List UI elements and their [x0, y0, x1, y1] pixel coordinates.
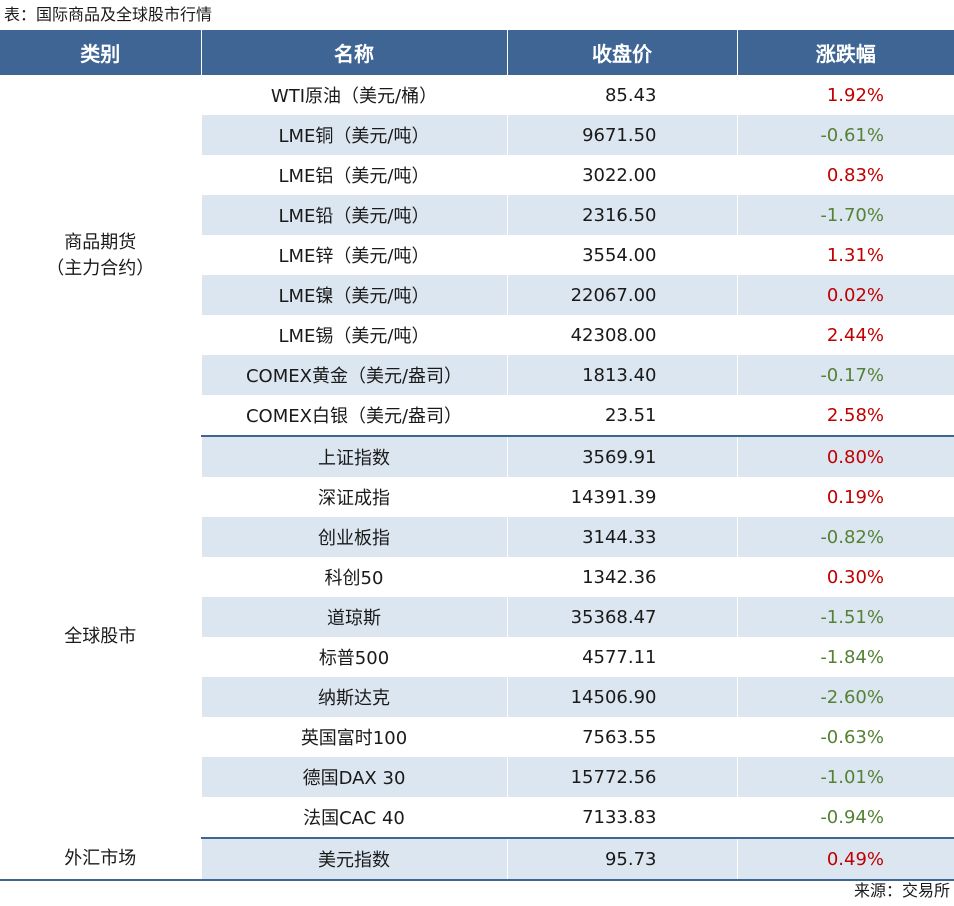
change-percent: -1.01%	[736, 757, 954, 797]
change-percent: -1.70%	[736, 195, 954, 235]
table-row: 外汇市场 美元指数 95.73 0.49%	[0, 838, 954, 881]
close-price: 23.51	[506, 395, 737, 437]
close-price: 42308.00	[506, 315, 737, 355]
table-row: LME镍（美元/吨） 22067.00 0.02%	[0, 275, 954, 315]
close-price: 2316.50	[506, 195, 737, 235]
close-price: 1342.36	[506, 557, 737, 597]
category-label: 商品期货	[64, 231, 137, 253]
change-percent: -0.94%	[736, 797, 954, 839]
instrument-name: 德国DAX 30	[200, 757, 507, 797]
change-percent: -1.84%	[736, 637, 954, 677]
table-row: 科创50 1342.36 0.30%	[0, 557, 954, 597]
table-header: 类别 名称 收盘价 涨跌幅	[0, 30, 954, 75]
instrument-name: LME锡（美元/吨）	[200, 315, 507, 355]
change-percent: 0.02%	[736, 275, 954, 315]
category-label: 外汇市场	[64, 847, 137, 869]
category-cell: 商品期货 （主力合约）	[0, 75, 202, 436]
close-price: 7133.83	[506, 797, 737, 839]
change-percent: 1.31%	[736, 235, 954, 275]
instrument-name: COMEX黄金（美元/盎司）	[200, 355, 507, 395]
change-percent: 2.58%	[736, 395, 954, 437]
table-row: COMEX黄金（美元/盎司） 1813.40 -0.17%	[0, 355, 954, 395]
close-price: 15772.56	[506, 757, 737, 797]
table-row: LME铝（美元/吨） 3022.00 0.83%	[0, 155, 954, 195]
table-row: LME铜（美元/吨） 9671.50 -0.61%	[0, 115, 954, 155]
instrument-name: LME铜（美元/吨）	[200, 115, 507, 155]
instrument-name: LME铝（美元/吨）	[200, 155, 507, 195]
header-category: 类别	[0, 30, 201, 75]
instrument-name: 美元指数	[200, 838, 507, 881]
close-price: 95.73	[506, 838, 737, 881]
instrument-name: 英国富时100	[200, 717, 507, 757]
table-row: 标普500 4577.11 -1.84%	[0, 637, 954, 677]
table-row: LME铅（美元/吨） 2316.50 -1.70%	[0, 195, 954, 235]
change-percent: 1.92%	[736, 75, 954, 115]
change-percent: -0.82%	[736, 517, 954, 557]
source-note: 来源：交易所	[853, 881, 950, 900]
instrument-name: COMEX白银（美元/盎司）	[200, 395, 507, 437]
table-row: LME锌（美元/吨） 3554.00 1.31%	[0, 235, 954, 275]
close-price: 35368.47	[506, 597, 737, 637]
table-body: 商品期货 （主力合约） WTI原油（美元/桶） 85.43 1.92% LME铜（美元/吨…	[0, 75, 954, 881]
category-label: （主力合约）	[46, 257, 155, 279]
instrument-name: LME铅（美元/吨）	[200, 195, 507, 235]
header-name: 名称	[200, 30, 507, 75]
table-row: 创业板指 3144.33 -0.82%	[0, 517, 954, 557]
close-price: 3569.91	[506, 436, 737, 477]
table-row: 道琼斯 35368.47 -1.51%	[0, 597, 954, 637]
change-percent: -1.51%	[736, 597, 954, 637]
instrument-name: LME镍（美元/吨）	[200, 275, 507, 315]
table-row: 商品期货 （主力合约） WTI原油（美元/桶） 85.43 1.92%	[0, 75, 954, 436]
close-price: 85.43	[506, 75, 737, 115]
change-percent: 0.83%	[736, 155, 954, 195]
close-price: 22067.00	[506, 275, 737, 315]
close-price: 9671.50	[506, 115, 737, 155]
close-price: 3144.33	[506, 517, 737, 557]
category-cell: 全球股市	[0, 436, 202, 838]
change-percent: 0.30%	[736, 557, 954, 597]
close-price: 1813.40	[506, 355, 737, 395]
instrument-name: WTI原油（美元/桶）	[200, 75, 507, 115]
table-caption: 表：国际商品及全球股市行情	[4, 5, 213, 24]
change-percent: -0.61%	[736, 115, 954, 155]
table-row: 法国CAC 40 7133.83 -0.94%	[0, 797, 954, 839]
instrument-name: 纳斯达克	[200, 677, 507, 717]
instrument-name: 标普500	[200, 637, 507, 677]
change-percent: 0.19%	[736, 477, 954, 517]
change-percent: -0.63%	[736, 717, 954, 757]
table-row: 德国DAX 30 15772.56 -1.01%	[0, 757, 954, 797]
table-row: 深证成指 14391.39 0.19%	[0, 477, 954, 517]
instrument-name: 法国CAC 40	[200, 797, 507, 839]
close-price: 4577.11	[506, 637, 737, 677]
instrument-name: LME锌（美元/吨）	[200, 235, 507, 275]
header-change: 涨跌幅	[736, 30, 954, 75]
table-row: LME锡（美元/吨） 42308.00 2.44%	[0, 315, 954, 355]
close-price: 7563.55	[506, 717, 737, 757]
instrument-name: 创业板指	[200, 517, 507, 557]
change-percent: 0.80%	[736, 436, 954, 477]
close-price: 3554.00	[506, 235, 737, 275]
table-row: 英国富时100 7563.55 -0.63%	[0, 717, 954, 757]
category-label: 全球股市	[64, 626, 137, 647]
close-price: 14506.90	[506, 677, 737, 717]
instrument-name: 科创50	[200, 557, 507, 597]
table-row: COMEX白银（美元/盎司） 23.51 2.58%	[0, 395, 954, 437]
table-row: 全球股市 上证指数 3569.91 0.80%	[0, 436, 954, 838]
change-percent: 0.49%	[736, 838, 954, 881]
change-percent: -0.17%	[736, 355, 954, 395]
close-price: 14391.39	[506, 477, 737, 517]
category-cell: 外汇市场	[0, 838, 202, 881]
table-row: 纳斯达克 14506.90 -2.60%	[0, 677, 954, 717]
change-percent: -2.60%	[736, 677, 954, 717]
instrument-name: 上证指数	[200, 436, 507, 477]
instrument-name: 深证成指	[200, 477, 507, 517]
market-table: 类别 名称 收盘价 涨跌幅 商品期货 （主力合约） WTI原油（美元/桶） 85.43…	[0, 30, 954, 881]
change-percent: 2.44%	[736, 315, 954, 355]
close-price: 3022.00	[506, 155, 737, 195]
instrument-name: 道琼斯	[200, 597, 507, 637]
header-close: 收盘价	[506, 30, 737, 75]
